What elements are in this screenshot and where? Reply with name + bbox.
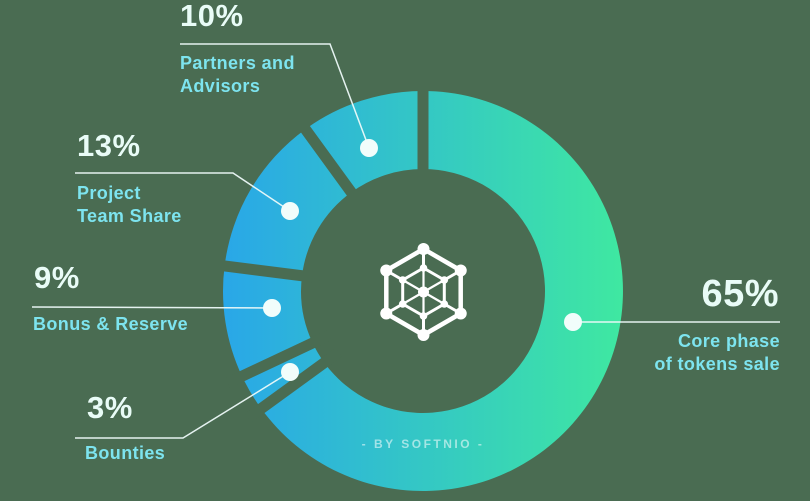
bounties-label: Bounties xyxy=(85,443,166,463)
donut-segment xyxy=(261,91,623,491)
donut-segments xyxy=(223,91,623,491)
segment-gap xyxy=(291,113,367,211)
segment-separators xyxy=(208,75,429,423)
callout-line-project xyxy=(75,172,291,212)
partners-pct: 10% xyxy=(180,0,244,33)
icon-node xyxy=(440,276,449,284)
icon-node xyxy=(398,300,407,308)
bounties-pct: 3% xyxy=(87,390,133,425)
bonus-pct: 9% xyxy=(34,260,80,295)
callout-line-bonus xyxy=(31,306,273,309)
icon-node xyxy=(380,264,393,277)
callout-dot-bounties xyxy=(281,363,299,381)
icon-node xyxy=(417,329,430,341)
bonus-label: Bonus & Reserve xyxy=(33,314,189,334)
callout-line-bounties xyxy=(75,371,291,439)
icon-node xyxy=(419,264,428,272)
icon-node xyxy=(454,307,467,320)
callout-dot-project xyxy=(281,202,299,220)
callout-dot-core xyxy=(564,313,582,331)
callout-line-partners xyxy=(180,43,370,149)
callout-dot-bonus xyxy=(263,299,281,317)
callout-dot-partners xyxy=(360,139,378,157)
core-label: Core phase of tokens sale xyxy=(654,331,780,374)
segment-gap xyxy=(208,258,321,284)
partners-label: Partners and Advisors xyxy=(180,53,295,96)
icon-node xyxy=(440,300,449,308)
segment-gap xyxy=(225,330,332,388)
icon-node xyxy=(454,264,467,277)
icon-center-node xyxy=(418,286,429,298)
icon-node xyxy=(380,307,393,320)
icon-node xyxy=(419,312,428,320)
watermark-text: - BY SOFTNIO - xyxy=(361,437,485,451)
core-pct: 65% xyxy=(701,273,779,315)
callout-lines xyxy=(31,43,780,439)
project-label: Project Team Share xyxy=(77,183,182,226)
icon-node xyxy=(417,243,430,255)
project-pct: 13% xyxy=(77,128,141,163)
segment-gap xyxy=(245,347,343,423)
hexagon-network-icon xyxy=(380,243,467,341)
icon-node xyxy=(398,276,407,284)
